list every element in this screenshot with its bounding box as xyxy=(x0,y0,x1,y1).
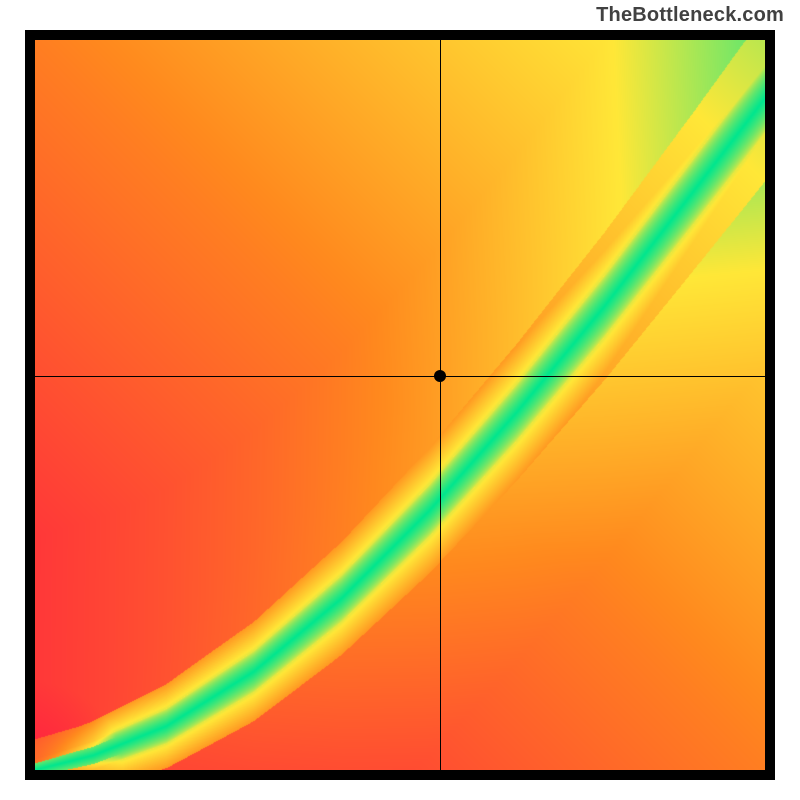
crosshair-vertical xyxy=(440,40,441,770)
plot-frame xyxy=(25,30,775,780)
plot-inner xyxy=(35,40,765,770)
crosshair-marker xyxy=(434,370,446,382)
crosshair-horizontal xyxy=(35,376,765,377)
watermark-text: TheBottleneck.com xyxy=(596,4,784,27)
heatmap-canvas xyxy=(35,40,765,770)
